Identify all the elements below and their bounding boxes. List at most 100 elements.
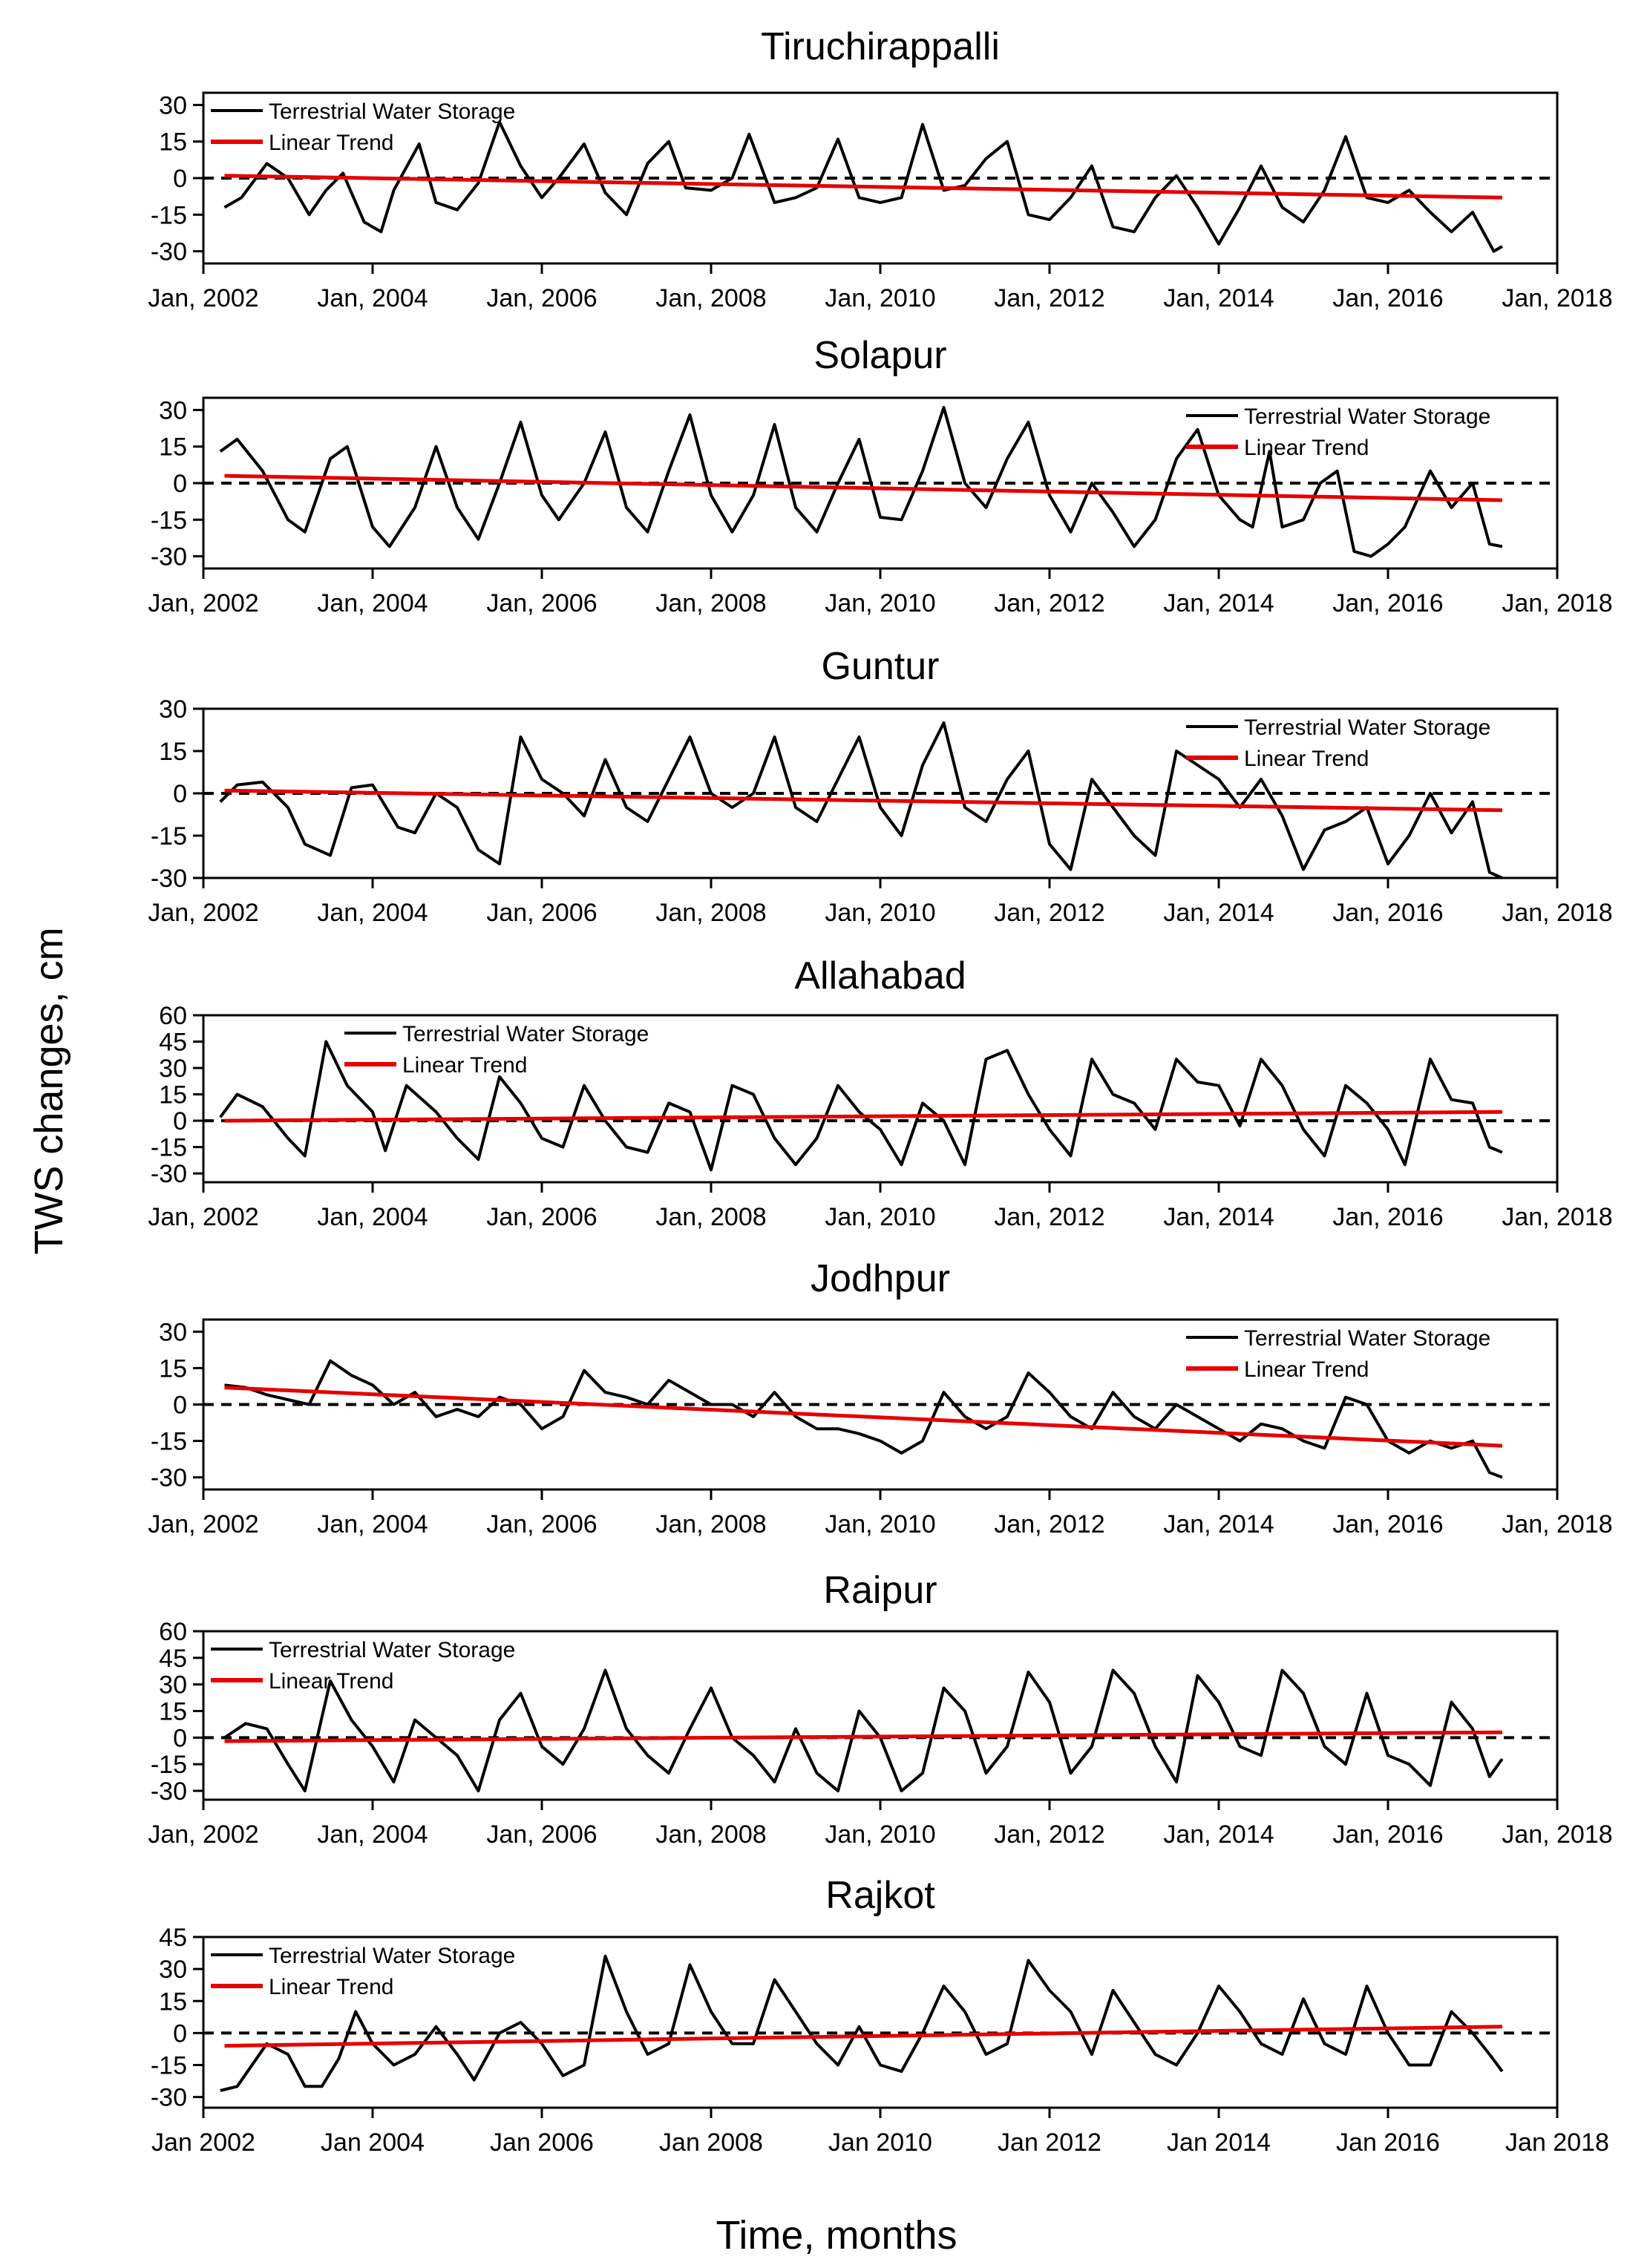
x-tick-label: Jan, 2006 — [486, 1820, 597, 1849]
x-tick-label: Jan 2014 — [1167, 2128, 1271, 2157]
x-tick-label: Jan, 2008 — [655, 1203, 766, 1231]
tws-series-line — [223, 120, 1503, 253]
x-tick-label: Jan, 2006 — [486, 899, 597, 927]
tws-series-line — [219, 406, 1503, 558]
x-tick-label: Jan 2016 — [1336, 2128, 1440, 2157]
linear-trend-line — [224, 788, 1502, 813]
linear-trend-line — [224, 1110, 1502, 1123]
y-tick-label: 0 — [173, 1724, 187, 1752]
x-tick-label: Jan, 2008 — [655, 284, 766, 312]
x-tick-label: Jan, 2002 — [148, 899, 258, 927]
y-tick-label: 15 — [159, 433, 187, 462]
y-tick-label: 0 — [173, 165, 187, 193]
x-tick-label: Jan, 2012 — [994, 1203, 1104, 1231]
y-tick-label: -30 — [151, 865, 187, 893]
x-tick-label: Jan, 2010 — [825, 1203, 935, 1231]
chart-title: Allahabad — [794, 954, 966, 997]
linear-trend-line — [224, 2025, 1502, 2048]
x-tick-label: Jan, 2016 — [1332, 899, 1443, 927]
y-tick-label: -15 — [151, 201, 187, 229]
chart-title: Tiruchirappalli — [761, 25, 1000, 68]
chart-title: Raipur — [823, 1569, 937, 1612]
legend-label: Linear Trend — [1244, 747, 1369, 771]
x-tick-label: Jan 2006 — [490, 2128, 594, 2157]
legend-label: Linear Trend — [1244, 436, 1369, 460]
legend-label: Terrestrial Water Storage — [402, 1022, 649, 1046]
x-tick-label: Jan, 2016 — [1332, 284, 1443, 312]
y-tick-label: -15 — [151, 506, 187, 534]
x-tick-label: Jan, 2008 — [655, 589, 766, 617]
x-tick-label: Jan, 2008 — [655, 1820, 766, 1849]
chart-title: Jodhpur — [811, 1257, 950, 1300]
x-tick-label: Jan, 2010 — [825, 899, 935, 927]
x-tick-label: Jan, 2002 — [148, 1820, 258, 1849]
y-tick-label: -30 — [151, 1464, 187, 1492]
legend-label: Terrestrial Water Storage — [1244, 1326, 1490, 1351]
x-tick-label: Jan, 2002 — [148, 1510, 258, 1538]
x-tick-label: Jan, 2018 — [1502, 1203, 1612, 1231]
x-tick-label: Jan, 2004 — [317, 1510, 428, 1538]
y-tick-label: -30 — [151, 1160, 187, 1188]
x-tick-label: Jan, 2008 — [655, 899, 766, 927]
y-tick-label: 0 — [173, 780, 187, 808]
x-tick-label: Jan, 2002 — [148, 284, 258, 312]
legend-label: Linear Trend — [269, 131, 393, 155]
legend-label: Linear Trend — [1244, 1357, 1369, 1382]
legend-label: Linear Trend — [402, 1053, 527, 1078]
chart-panel-7: Rajkot -30 -15 0 15 30 45 Jan 2002 Jan 2004 Jan 2… — [151, 1874, 1609, 2157]
y-tick-label: 30 — [159, 91, 187, 119]
y-tick-label: 15 — [159, 1081, 187, 1110]
legend-label: Terrestrial Water Storage — [1244, 715, 1490, 740]
y-tick-label: 0 — [173, 1107, 187, 1135]
x-tick-label: Jan, 2004 — [317, 1203, 428, 1231]
y-axis-label: TWS changes, cm — [27, 927, 71, 1254]
x-tick-label: Jan, 2018 — [1502, 1510, 1612, 1538]
y-tick-label: -30 — [151, 2084, 187, 2112]
x-tick-label: Jan, 2010 — [825, 1510, 935, 1538]
y-tick-label: 15 — [159, 128, 187, 157]
x-tick-label: Jan, 2004 — [317, 1820, 428, 1849]
y-tick-label: 0 — [173, 2019, 187, 2048]
x-tick-label: Jan, 2004 — [317, 899, 428, 927]
chart-title: Solapur — [813, 334, 946, 377]
y-tick-label: -15 — [151, 822, 187, 850]
x-tick-label: Jan, 2008 — [655, 1510, 766, 1538]
y-tick-label: 0 — [173, 470, 187, 498]
legend-label: Terrestrial Water Storage — [269, 1944, 515, 1968]
y-tick-label: 15 — [159, 1987, 187, 2016]
y-tick-label: -30 — [151, 238, 187, 266]
y-tick-label: 60 — [159, 1618, 187, 1646]
chart-panel-5: Jodhpur -30 -15 0 15 30 Jan, 2002 Jan, 2004 Jan,… — [148, 1257, 1612, 1538]
x-tick-label: Jan, 2012 — [994, 284, 1104, 312]
x-tick-label: Jan 2018 — [1505, 2128, 1609, 2157]
x-tick-label: Jan, 2016 — [1332, 1203, 1443, 1231]
y-tick-label: 30 — [159, 1055, 187, 1083]
linear-trend-line — [224, 1730, 1502, 1743]
x-tick-label: Jan, 2010 — [825, 589, 935, 617]
linear-trend-line — [224, 473, 1502, 502]
x-tick-label: Jan, 2012 — [994, 899, 1104, 927]
x-tick-label: Jan, 2014 — [1163, 1510, 1274, 1538]
x-tick-label: Jan, 2002 — [148, 589, 258, 617]
y-tick-label: 30 — [159, 1671, 187, 1700]
x-tick-label: Jan, 2006 — [486, 284, 597, 312]
y-tick-label: 15 — [159, 1698, 187, 1726]
y-tick-label: -15 — [151, 1428, 187, 1456]
x-tick-label: Jan 2012 — [998, 2128, 1101, 2157]
x-axis-label: Time, months — [716, 2213, 957, 2258]
x-tick-label: Jan, 2018 — [1502, 589, 1612, 617]
y-tick-label: 60 — [159, 1002, 187, 1030]
y-tick-label: 45 — [159, 1924, 187, 1952]
y-tick-label: 15 — [159, 1354, 187, 1383]
x-tick-label: Jan, 2010 — [825, 284, 935, 312]
legend-label: Terrestrial Water Storage — [1244, 404, 1490, 429]
y-tick-label: -15 — [151, 2052, 187, 2080]
y-tick-label: 15 — [159, 738, 187, 766]
x-tick-label: Jan, 2014 — [1163, 1203, 1274, 1231]
x-tick-label: Jan, 2012 — [994, 589, 1104, 617]
chart-title: Guntur — [822, 645, 940, 688]
x-tick-label: Jan, 2006 — [486, 589, 597, 617]
